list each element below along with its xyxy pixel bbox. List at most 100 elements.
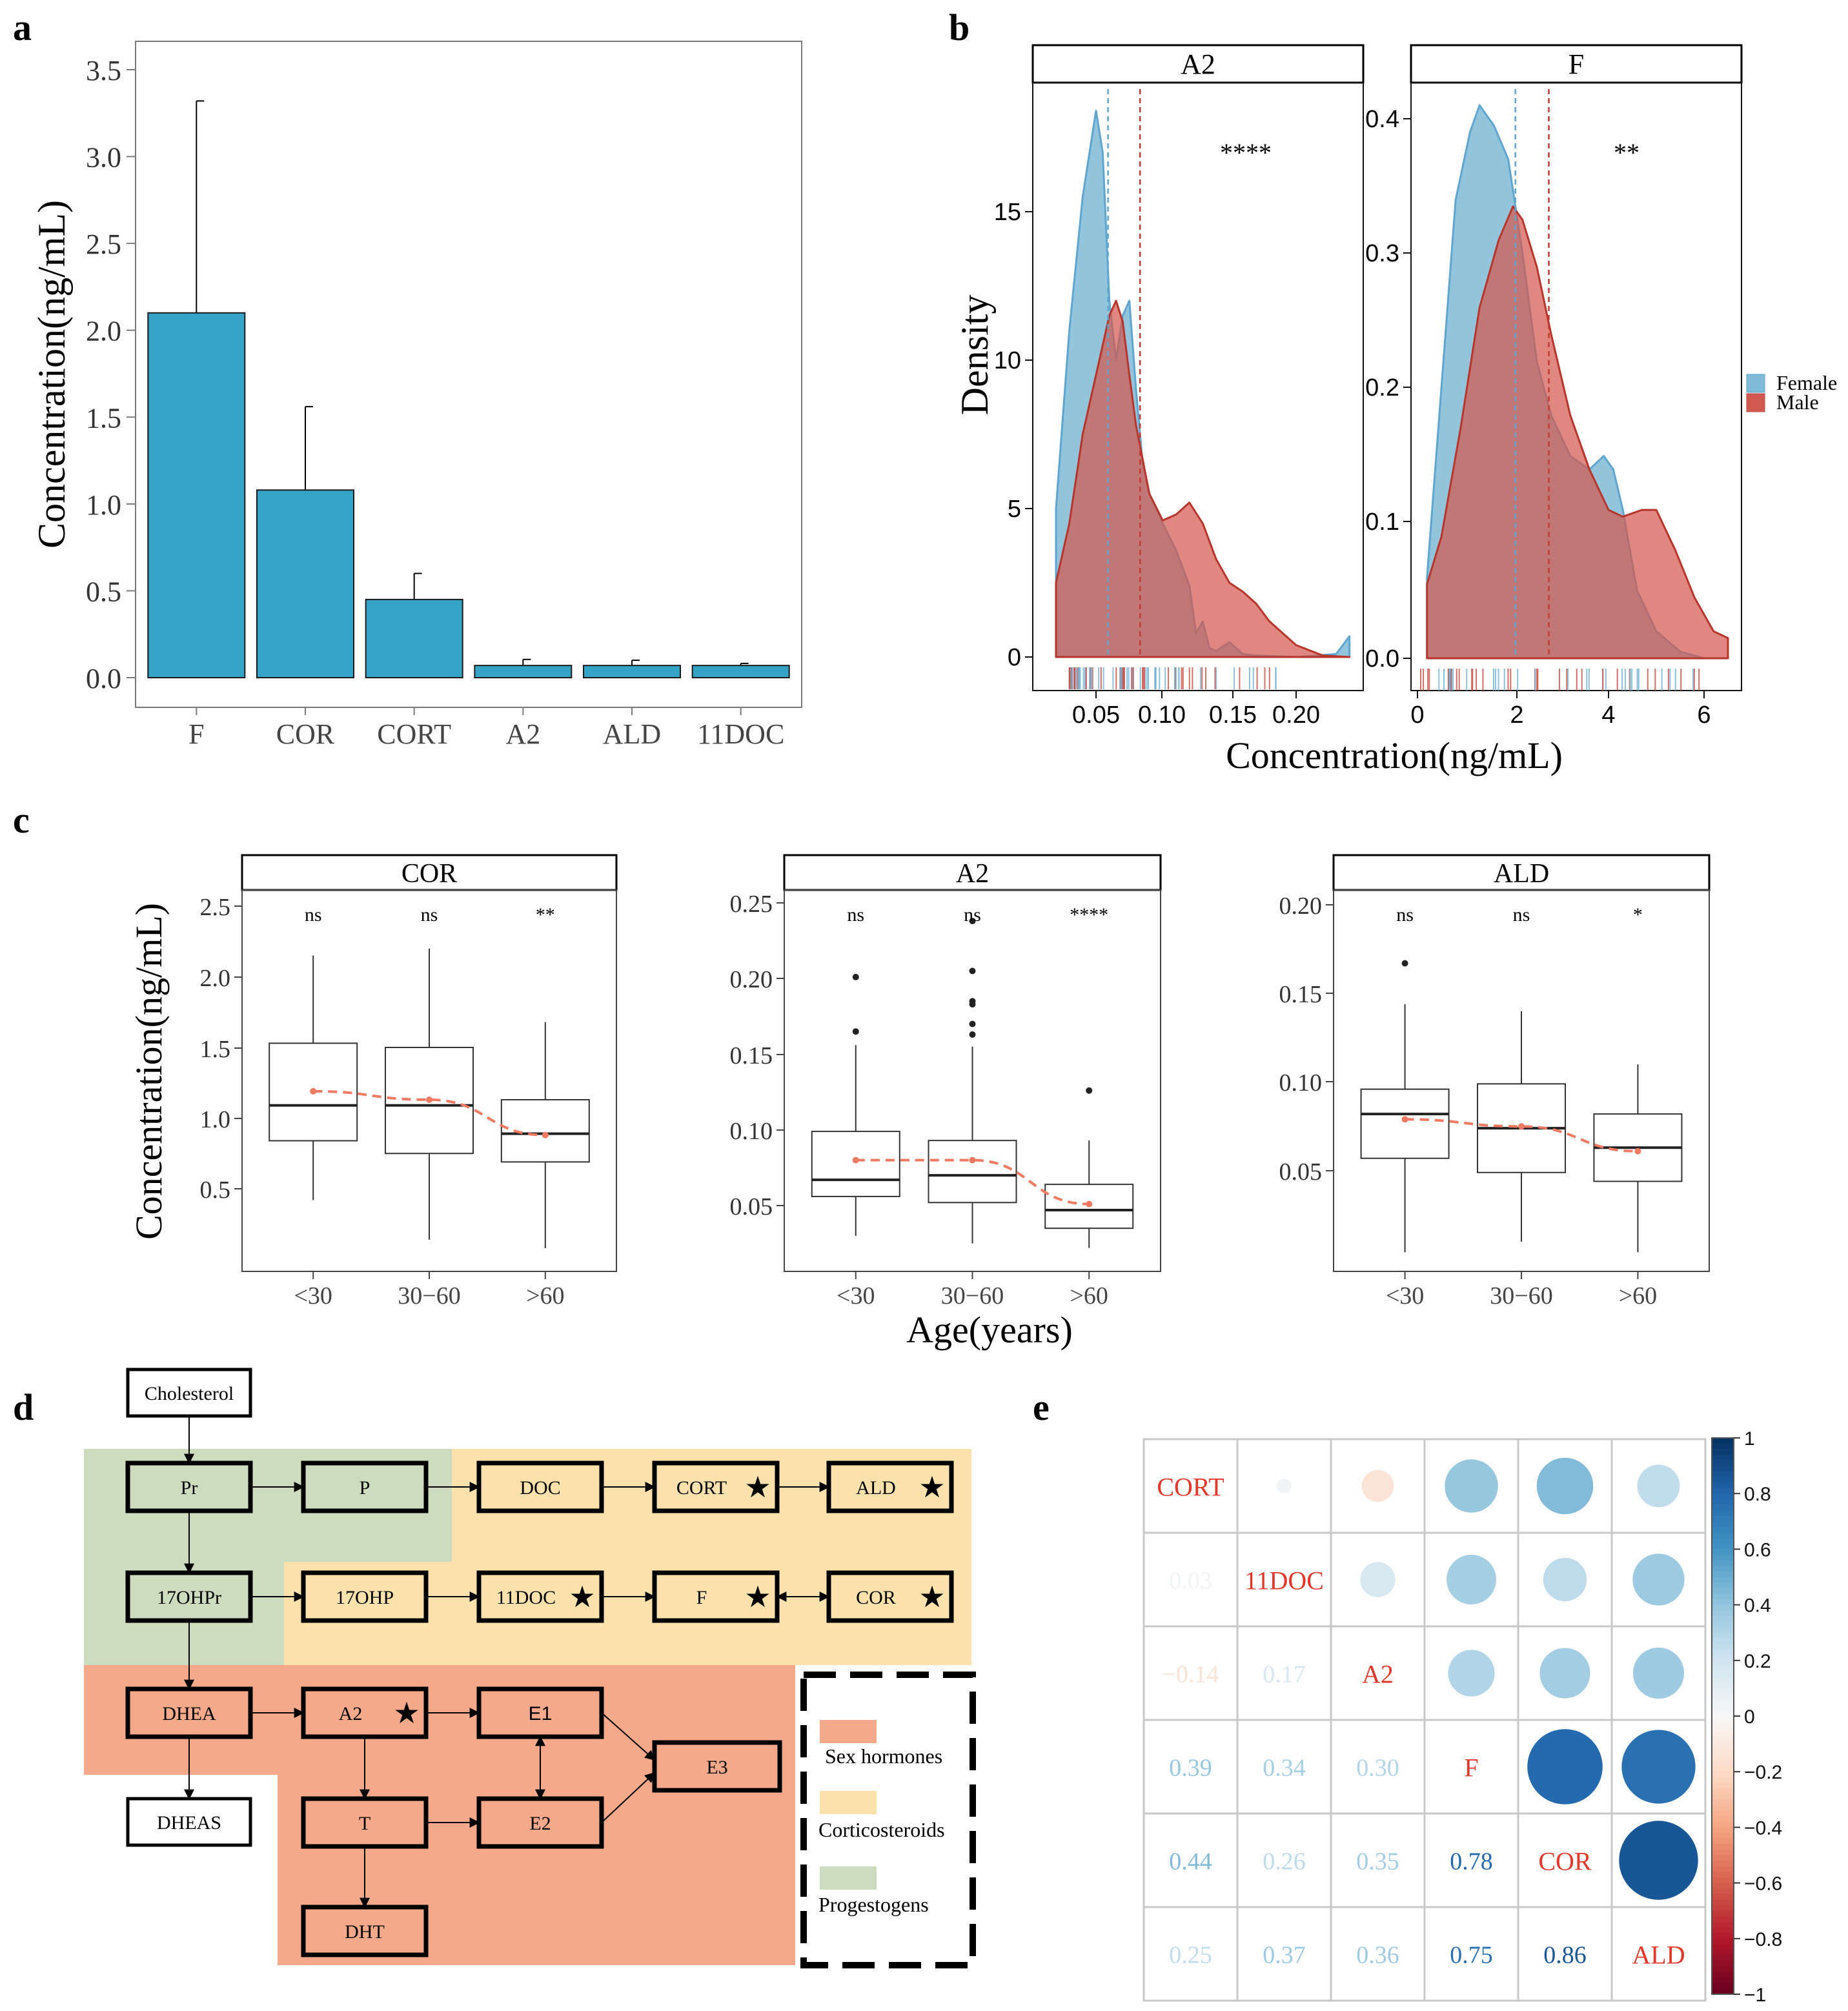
node-label: E1 <box>529 1703 553 1724</box>
colorbar-step <box>1712 1538 1734 1544</box>
corr-cell <box>1142 1531 1239 1628</box>
colorbar-tick-label: 0.6 <box>1744 1539 1771 1561</box>
c-ytick-label: 0.20 <box>1279 893 1323 920</box>
star-icon: ★ <box>919 1471 945 1504</box>
colorbar-step <box>1712 1944 1734 1951</box>
corr-circle <box>1277 1479 1292 1493</box>
colorbar-tick-label: 0 <box>1744 1706 1755 1728</box>
colorbar-step <box>1712 1755 1734 1761</box>
corr-value: 0.86 <box>1543 1942 1587 1969</box>
panel-b-x-axis-label: Concentration(ng/mL) <box>1226 734 1563 776</box>
corr-cell <box>1423 1719 1519 1815</box>
colorbar-step <box>1712 1983 1734 1990</box>
colorbar-step <box>1712 1621 1734 1628</box>
c-facet-title: COR <box>401 859 457 889</box>
b-facet-F: F ** 0 2 4 6 0.0 0.1 0.2 0.3 0.4 <box>1365 44 1743 729</box>
colorbar-step <box>1712 1738 1734 1745</box>
b-xtick-label: 0.15 <box>1209 702 1257 729</box>
b-xtick-label: 0 <box>1410 702 1424 729</box>
colorbar-step <box>1712 1493 1734 1500</box>
c-ytick-label: 0.15 <box>1279 981 1323 1008</box>
panel-label-d: d <box>13 1386 34 1428</box>
corr-cell <box>1236 1719 1332 1815</box>
colorbar-step <box>1712 1532 1734 1539</box>
colorbar-step <box>1712 1615 1734 1622</box>
colorbar-step <box>1712 1560 1734 1567</box>
c-xtick-label: >60 <box>1619 1282 1657 1309</box>
colorbar-step <box>1712 1799 1734 1806</box>
c-significance: * <box>1633 904 1643 925</box>
b-facet-title: F <box>1569 48 1584 80</box>
legend-progest-swatch <box>820 1866 877 1890</box>
colorbar-step <box>1712 1704 1734 1712</box>
colorbar-step <box>1712 1788 1734 1795</box>
c-outlier <box>969 918 976 925</box>
c-facet-strip <box>1332 854 1711 891</box>
colorbar-step <box>1712 1961 1734 1967</box>
node-label: 17OHP <box>336 1587 394 1608</box>
corr-value: −0.14 <box>1163 1661 1219 1688</box>
corr-circle <box>1637 1464 1680 1508</box>
a-xtick-label: COR <box>276 718 335 750</box>
colorbar-step <box>1712 1549 1734 1556</box>
legend-female-swatch <box>1746 374 1765 393</box>
colorbar-step <box>1712 1827 1734 1834</box>
colorbar-step <box>1712 1844 1734 1850</box>
colorbar-tick-label: −0.4 <box>1744 1817 1782 1839</box>
corr-value: 0.39 <box>1169 1755 1212 1782</box>
node-label: ALD <box>856 1477 896 1499</box>
a-ytick-label: 2.0 <box>86 316 121 347</box>
sex-hormone-region <box>84 1665 795 1965</box>
colorbar-step <box>1712 1526 1734 1533</box>
corr-value: 0.37 <box>1263 1942 1306 1969</box>
a-xtick-label: 11DOC <box>697 718 784 750</box>
corr-circle <box>1543 1557 1587 1602</box>
corr-cell <box>1142 1625 1239 1721</box>
c-facet-strip <box>241 854 618 891</box>
corr-value: 0.35 <box>1356 1848 1399 1875</box>
legend-cortico-swatch <box>820 1791 877 1814</box>
a-bar-CORT <box>365 598 463 679</box>
b-xtick-label: 2 <box>1510 702 1523 729</box>
colorbar-step <box>1712 1721 1734 1728</box>
node-label: F <box>696 1587 707 1608</box>
corr-cell <box>1330 1812 1426 1908</box>
colorbar-step <box>1712 1938 1734 1945</box>
a-ytick-label: 2.5 <box>86 228 121 260</box>
colorbar-step <box>1712 1683 1734 1689</box>
corr-cell <box>1330 1906 1426 2002</box>
colorbar-step <box>1712 1910 1734 1917</box>
c-outlier <box>1401 960 1408 967</box>
colorbar-step <box>1712 1710 1734 1717</box>
colorbar-step <box>1712 1521 1734 1528</box>
colorbar-step <box>1712 1821 1734 1828</box>
colorbar-step <box>1712 1582 1734 1589</box>
colorbar-step <box>1712 1894 1734 1901</box>
node-box <box>652 1740 782 1793</box>
colorbar-tick-label: −0.6 <box>1744 1874 1782 1895</box>
colorbar-step <box>1712 1921 1734 1928</box>
a-bar-11DOC <box>691 665 790 679</box>
colorbar-step <box>1712 1899 1734 1906</box>
panel-e-correlation-matrix: CORT 0.03 11DOC −0.14 0.17 A2 0.39 0.34 0.30 F 0.4… <box>1142 1428 1782 2006</box>
a-ytick-label: 3.5 <box>86 55 121 86</box>
colorbar-step <box>1712 1593 1734 1600</box>
panel-a-plot-frame <box>135 41 802 708</box>
a-bar-F <box>147 312 246 678</box>
c-facet-ALD: ALD 0.05 0.10 0.15 0.20 <30 ns 30−60 ns >60 * <box>1279 854 1711 1309</box>
colorbar-step <box>1712 1783 1734 1790</box>
corr-circle <box>1360 1562 1396 1597</box>
a-xtick-label: ALD <box>603 718 661 750</box>
colorbar-tick-label: −0.8 <box>1744 1929 1782 1950</box>
c-ytick-label: 2.5 <box>200 894 231 921</box>
c-significance: ** <box>536 904 555 925</box>
c-outlier <box>1086 1087 1093 1094</box>
b-rug <box>1068 667 1277 689</box>
colorbar-step <box>1712 1655 1734 1661</box>
colorbar-tick-label: 1 <box>1744 1428 1755 1450</box>
b-ytick-label: 10 <box>994 347 1021 374</box>
colorbar-step <box>1712 1972 1734 1979</box>
c-xtick-label: <30 <box>294 1282 332 1309</box>
colorbar-step <box>1712 1727 1734 1733</box>
